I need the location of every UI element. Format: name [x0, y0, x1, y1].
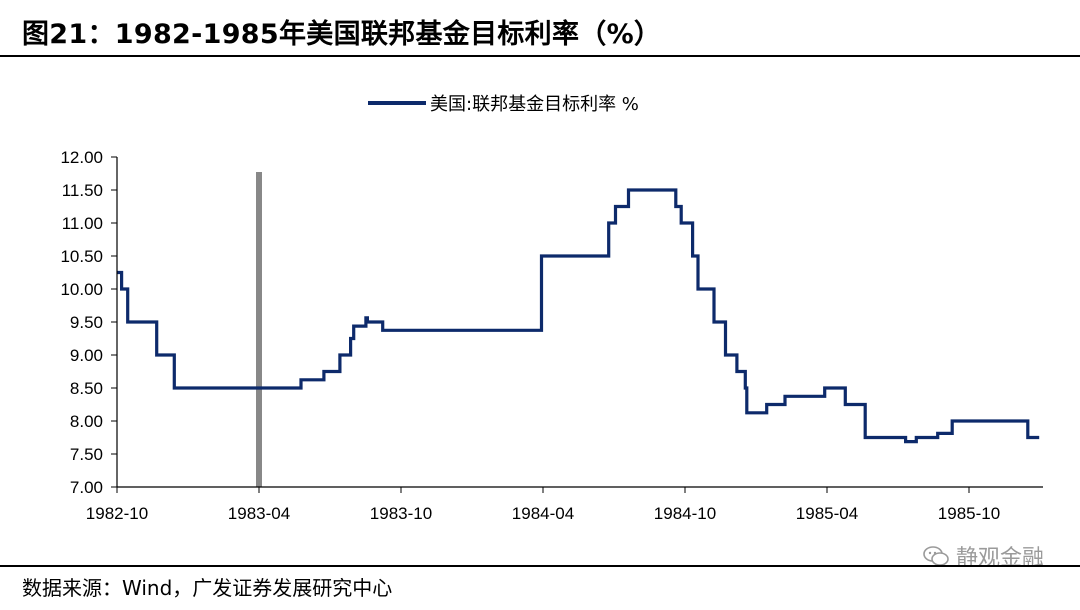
watermark-text: 静观金融 [955, 546, 1044, 571]
y-tick-label: 7.50 [70, 445, 103, 464]
x-tick-label: 1984-04 [512, 504, 574, 523]
y-tick-label: 11.50 [62, 181, 103, 200]
title-rule [0, 55, 1080, 57]
x-tick-label: 1983-04 [228, 504, 290, 523]
y-tick-label: 10.50 [60, 247, 103, 266]
x-tick-label: 1984-10 [654, 504, 716, 523]
x-tick-label: 1982-10 [86, 504, 148, 523]
y-tick-label: 8.50 [70, 379, 103, 398]
x-tick-label: 1985-04 [796, 504, 858, 523]
y-tick-label: 10.00 [60, 280, 103, 299]
figure-title: 图21：1982-1985年美国联邦基金目标利率（%） [22, 19, 662, 50]
source-rule [0, 565, 1080, 567]
axes [116, 157, 1043, 488]
legend: 美国:联邦基金目标利率 % [368, 94, 639, 115]
series-group [117, 188, 1040, 444]
watermark: 静观金融 [922, 540, 1044, 572]
x-axis: 1982-10 1983-04 1983-10 1984-04 1984-10 1985-… [86, 487, 1000, 523]
y-tick-label: 8.00 [70, 412, 103, 431]
y-tick-label: 12.00 [60, 148, 103, 167]
fed-funds-chart: 美国:联邦基金目标利率 % 12.00 11.50 11.00 10.50 10.00 9… [60, 94, 1043, 523]
wechat-icon [923, 546, 949, 566]
series-line [117, 188, 1040, 444]
y-axis: 12.00 11.50 11.00 10.50 10.00 9.50 9.00 8.50 8.0… [60, 148, 117, 497]
y-tick-label: 7.00 [70, 478, 103, 497]
source-note: 数据来源：Wind，广发证券发展研究中心 [22, 576, 393, 600]
y-tick-label: 9.50 [70, 313, 103, 332]
x-tick-label: 1983-10 [370, 504, 432, 523]
y-tick-label: 9.00 [70, 346, 103, 365]
x-tick-label: 1985-10 [938, 504, 1000, 523]
y-tick-label: 11.00 [62, 214, 103, 233]
legend-label: 美国:联邦基金目标利率 % [430, 94, 639, 115]
